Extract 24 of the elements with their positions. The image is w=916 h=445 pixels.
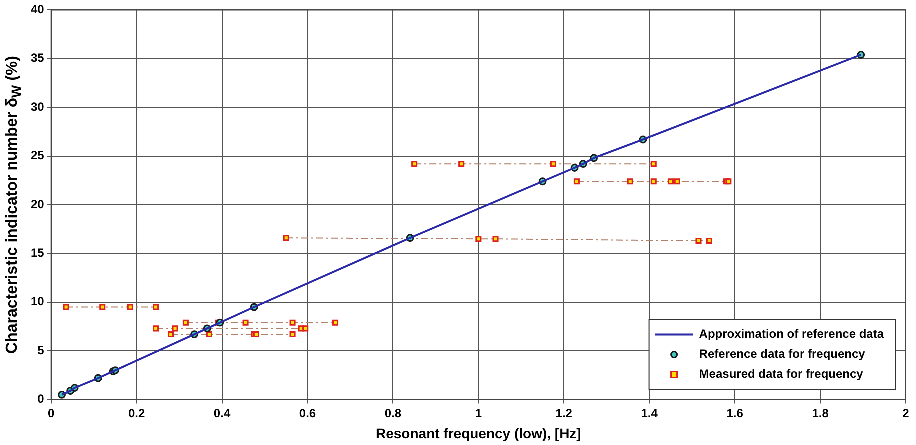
legend-label: Measured data for frequency: [699, 367, 864, 382]
x-tick-label: 0.8: [384, 406, 402, 420]
y-tick-label: 10: [30, 294, 45, 309]
y-tick-label: 20: [30, 197, 45, 212]
y-tick-label: 15: [30, 246, 45, 260]
x-tick-label: 1.4: [641, 406, 658, 420]
x-tick-label: 0.2: [128, 406, 146, 420]
y-tick-label: 30: [30, 100, 45, 114]
legend-label: Reference data for frequency: [699, 347, 866, 362]
legend-label: Approximation of reference data: [699, 327, 884, 342]
y-tick-label: 5: [38, 343, 45, 358]
x-tick-label: 0.4: [214, 406, 231, 420]
y-tick-label: 35: [30, 51, 45, 66]
x-axis-title: Resonant frequency (low), [Hz]: [376, 425, 582, 442]
x-tick-label: 0.6: [299, 406, 316, 420]
y-tick-label: 40: [30, 2, 45, 17]
x-tick-label: 0: [48, 406, 56, 420]
x-tick-label: 1: [475, 406, 482, 420]
x-tick-label: 1.6: [726, 406, 744, 420]
x-tick-label: 1.8: [812, 406, 830, 420]
y-tick-label: 0: [38, 392, 45, 406]
y-tick-label: 25: [30, 148, 45, 163]
x-tick-label: 2: [902, 406, 910, 420]
x-tick-label: 1.2: [556, 406, 573, 420]
